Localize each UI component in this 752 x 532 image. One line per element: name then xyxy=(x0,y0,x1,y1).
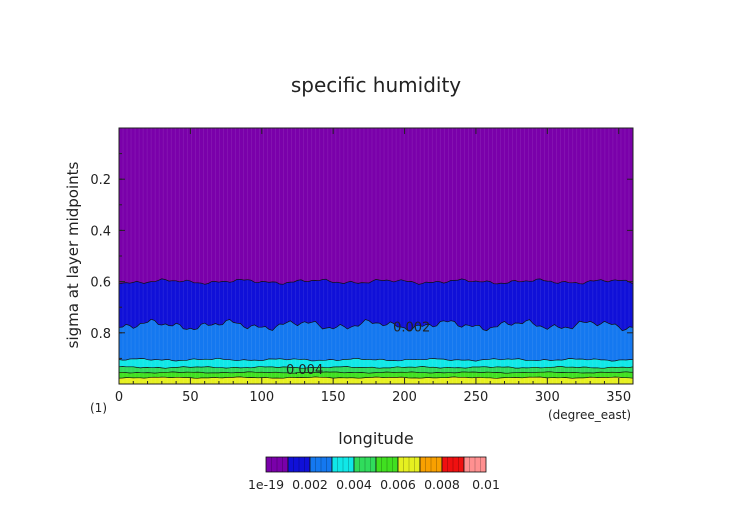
contour-plot-area: 0.002 0.004 xyxy=(118,128,634,384)
x-axis-label: longitude xyxy=(338,429,413,448)
contour-line-2 xyxy=(118,357,634,362)
contour-label-0: 0.002 xyxy=(393,321,430,336)
y-tick-label: 0.2 xyxy=(90,173,111,188)
x-unit-label: (degree_east) xyxy=(548,408,631,422)
y-tick-label: 0.6 xyxy=(90,276,111,291)
x-tick-label: 0 xyxy=(115,390,123,405)
x-tick-label: 50 xyxy=(182,390,199,405)
x-tick-label: 350 xyxy=(606,390,631,405)
contour-line-4 xyxy=(119,371,634,374)
y-tick-label: 0.8 xyxy=(90,327,111,342)
colorbar: 1e-19 0.002 0.004 0.006 0.008 0.01 xyxy=(248,456,500,492)
colorbar-label: 0.008 xyxy=(424,477,460,492)
y-axis-label: sigma at layer midpoints xyxy=(64,161,82,348)
contour-label-1: 0.004 xyxy=(286,363,323,378)
axes: 0 50 100 150 200 250 300 350 0.2 0.4 0.6 0.8 xyxy=(90,127,634,405)
contour-line-3 xyxy=(118,366,634,369)
x-tick-label: 100 xyxy=(249,390,274,405)
x-tick-label: 150 xyxy=(321,390,346,405)
colorbar-swatch-9 xyxy=(463,456,487,473)
x-tick-label: 200 xyxy=(392,390,417,405)
colorbar-label: 0.01 xyxy=(472,477,500,492)
y-tick-label: 0.4 xyxy=(90,224,111,239)
chart-title: specific humidity xyxy=(291,73,461,97)
contour-line-0 xyxy=(118,278,634,285)
colorbar-label: 1e-19 xyxy=(248,477,284,492)
colorbar-label: 0.002 xyxy=(292,477,328,492)
x-tick-label: 250 xyxy=(464,390,489,405)
contour-line-1 xyxy=(118,318,634,332)
colorbar-label: 0.004 xyxy=(336,477,372,492)
contour-line-5 xyxy=(118,376,634,379)
x-tick-label: 300 xyxy=(535,390,560,405)
y-unit-label: (1) xyxy=(90,401,107,415)
colorbar-label: 0.006 xyxy=(380,477,416,492)
